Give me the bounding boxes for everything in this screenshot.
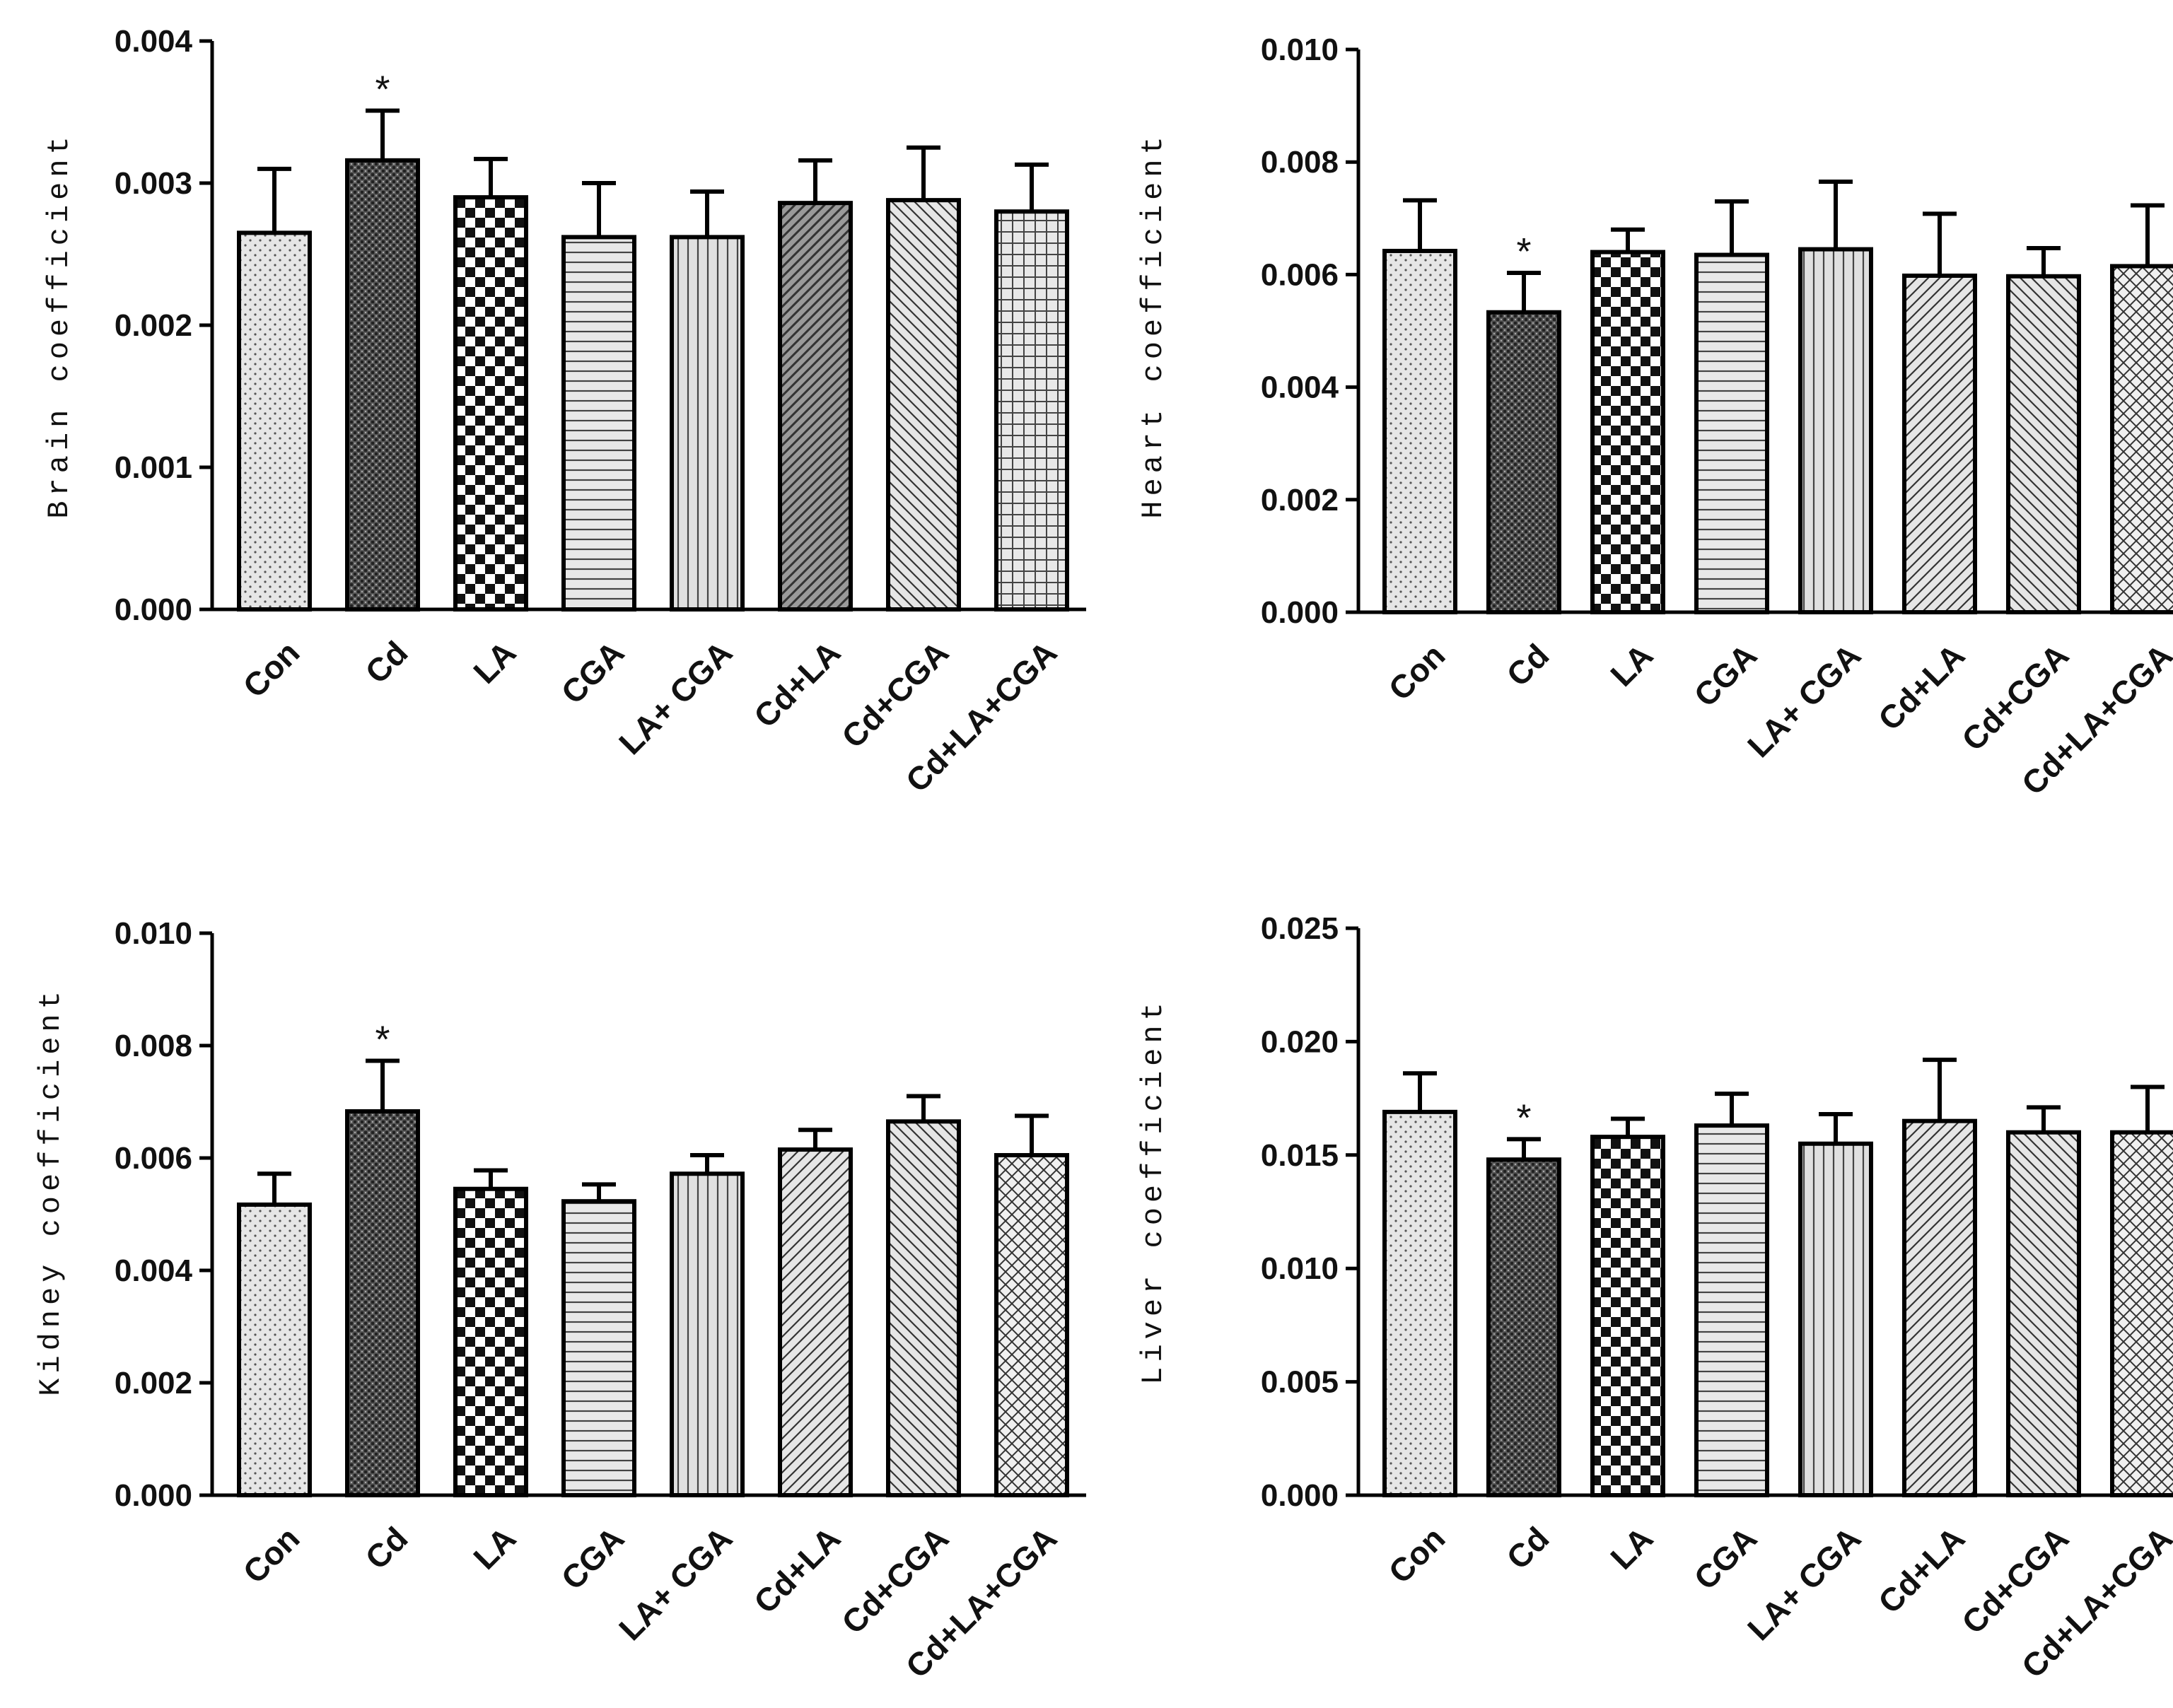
bar-con [1382, 1109, 1457, 1497]
bar-cd-la [778, 1147, 853, 1497]
chart-heart-coefficient: 0.000 0.002 0.004 0.006 0.008 0.010 Con * Cd LA CG… [1136, 33, 2173, 802]
bar-cga [1694, 1123, 1769, 1497]
y-tick-label: 0.000 [1261, 1478, 1339, 1513]
chart-panel-kidney: 0.000 0.002 0.004 0.006 0.008 0.010 Con * Cd LA CG… [0, 852, 1099, 1704]
y-tick-label: 0.010 [115, 916, 192, 951]
x-category-label: Cd [1499, 1520, 1556, 1577]
chart-brain-coefficient: 0.000 0.001 0.002 0.003 0.004 Con * Cd LA CGALA+ … [42, 24, 1099, 799]
bar-la [1590, 1135, 1665, 1497]
x-category-label: LA+ CGA [1740, 637, 1868, 764]
y-tick-label: 0.006 [1261, 257, 1339, 292]
y-tick-label: 0.020 [1261, 1024, 1339, 1059]
x-category-label: CGA [554, 1520, 631, 1597]
x-category-label: Con [235, 634, 306, 705]
y-tick-label: 0.002 [115, 308, 192, 343]
y-tick-label: 0.005 [1261, 1365, 1339, 1400]
bar-cga [561, 235, 636, 612]
x-category-label: Cd+LA [1871, 1520, 1971, 1620]
bar-cd-cga [2006, 1130, 2081, 1498]
y-tick-label: 0.000 [115, 592, 192, 627]
y-axis-title: Brain coefficient [42, 131, 76, 518]
y-axis-title: Kidney coefficient [34, 986, 68, 1396]
bar-cga [1694, 252, 1769, 614]
bar-con [237, 230, 312, 612]
y-tick-label: 0.008 [115, 1029, 192, 1063]
bar-cd-cga [2006, 274, 2081, 614]
x-category-label: Cd+LA [747, 634, 847, 735]
bar-cd-la [778, 201, 853, 612]
x-category-label: Con [1381, 637, 1452, 708]
chart-panel-liver: 0.000 0.005 0.010 0.015 0.020 0.025 Con * Cd LA CG… [1086, 852, 2173, 1704]
bar-la-cga [670, 1171, 745, 1497]
bar-la [453, 195, 528, 612]
bar-cd-la-cga [994, 209, 1069, 612]
y-tick-label: 0.015 [1261, 1138, 1339, 1173]
x-category-label: LA+ CGA [1740, 1520, 1868, 1647]
y-tick-label: 0.002 [1261, 483, 1339, 517]
bar-con [1382, 248, 1457, 614]
x-category-label: Con [235, 1520, 306, 1591]
bar-cd-cga [886, 198, 961, 612]
bar-la [453, 1186, 528, 1497]
y-tick-label: 0.004 [115, 24, 193, 59]
y-tick-label: 0.002 [115, 1366, 192, 1400]
x-category-label: LA [466, 1520, 523, 1577]
x-category-label: Con [1381, 1520, 1452, 1591]
bar-cd-la [1902, 273, 1977, 614]
y-tick-label: 0.001 [115, 450, 192, 485]
x-category-label: Cd [358, 634, 414, 691]
x-category-label: LA [1603, 1520, 1660, 1577]
bar-cd [1486, 310, 1561, 614]
x-category-label: LA+ CGA [612, 634, 739, 761]
bar-la [1590, 250, 1665, 614]
bar-cd-la-cga [994, 1153, 1069, 1497]
bar-cga [561, 1199, 636, 1497]
y-tick-label: 0.003 [115, 166, 192, 201]
bar-la-cga [670, 235, 745, 612]
chart-liver-coefficient: 0.000 0.005 0.010 0.015 0.020 0.025 Con * Cd LA CG… [1136, 911, 2173, 1685]
bar-cd-la-cga [2110, 264, 2173, 614]
y-tick-label: 0.008 [1261, 145, 1339, 180]
bar-con [237, 1202, 312, 1497]
y-tick-label: 0.004 [1261, 370, 1339, 405]
significance-marker: * [1516, 230, 1531, 273]
significance-marker: * [375, 68, 390, 110]
x-category-label: CGA [1686, 637, 1764, 714]
significance-marker: * [375, 1018, 390, 1060]
x-category-label: Cd+LA [1871, 637, 1971, 737]
x-category-label: CGA [1686, 1520, 1764, 1597]
x-category-label: Cd [1499, 637, 1556, 694]
y-tick-label: 0.000 [1261, 595, 1339, 630]
y-tick-label: 0.025 [1261, 911, 1339, 946]
bar-cd-la-cga [2110, 1130, 2173, 1498]
y-axis-title: Liver coefficient [1136, 998, 1170, 1384]
y-tick-label: 0.000 [115, 1478, 192, 1513]
y-tick-label: 0.006 [115, 1141, 192, 1176]
chart-panel-brain: 0.000 0.001 0.002 0.003 0.004 Con * Cd LA CGA LA+ … [0, 0, 1099, 852]
x-category-label: LA+ CGA [612, 1520, 739, 1647]
significance-marker: * [1516, 1096, 1531, 1139]
y-tick-label: 0.010 [1261, 1251, 1339, 1286]
chart-kidney-coefficient: 0.000 0.002 0.004 0.006 0.008 0.010 Con * Cd LA CG… [34, 916, 1099, 1685]
bar-cd [1486, 1157, 1561, 1497]
y-axis-title: Heart coefficient [1136, 131, 1170, 518]
bar-la-cga [1798, 1141, 1873, 1497]
x-category-label: Cd+LA [747, 1520, 847, 1620]
x-category-label: CGA [554, 634, 631, 711]
bar-la-cga [1798, 247, 1873, 614]
bar-cd [345, 1109, 420, 1497]
y-tick-label: 0.010 [1261, 33, 1339, 67]
x-category-label: Cd [358, 1520, 414, 1577]
bar-cd [345, 158, 420, 612]
y-tick-label: 0.004 [115, 1253, 193, 1288]
chart-panel-heart: 0.000 0.002 0.004 0.006 0.008 0.010 Con * Cd LA CG… [1086, 0, 2173, 852]
x-category-label: LA [1603, 637, 1660, 694]
x-category-label: LA [466, 634, 523, 691]
bar-cd-la [1902, 1118, 1977, 1497]
bar-cd-cga [886, 1119, 961, 1497]
